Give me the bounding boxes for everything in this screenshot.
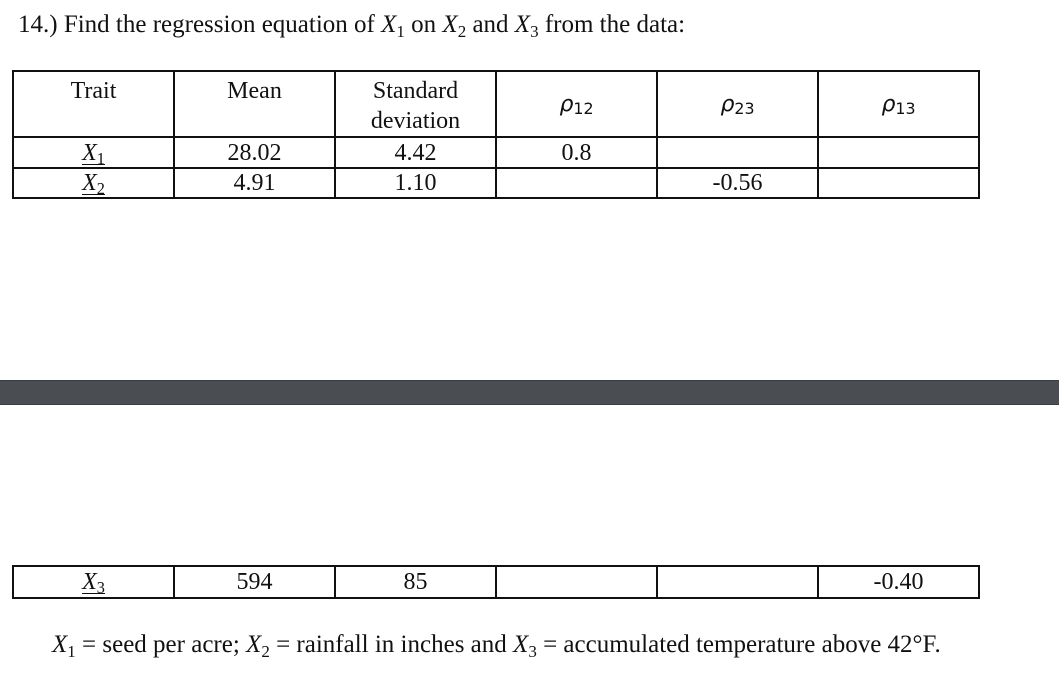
data-table-bottom: X3 594 85 -0.40: [12, 565, 980, 599]
question-suffix: from the data:: [544, 11, 686, 38]
variable-x3: X3: [514, 11, 539, 41]
legend-desc-x3: = accumulated temperature above 42°F.: [543, 631, 941, 658]
cell-rho13: [817, 167, 980, 199]
cell-rho13: -0.40: [817, 565, 980, 599]
cell-std: 4.42: [334, 136, 497, 169]
question-prefix: 14.) Find the regression equation of: [18, 11, 375, 38]
legend-x1: X1: [52, 631, 76, 661]
cell-mean: 4.91: [173, 167, 336, 199]
cell-rho12: [495, 565, 658, 599]
question-middle-and: and: [472, 11, 509, 38]
table-row: X1 28.02 4.42 0.8: [12, 136, 980, 169]
cell-trait: X3: [12, 565, 175, 599]
cell-rho12: 0.8: [495, 136, 658, 169]
question-middle-on: on: [411, 11, 437, 38]
header-rho12: ρ12: [495, 70, 658, 138]
cell-rho13: [817, 136, 980, 169]
variable-legend: X1 = seed per acre; X2 = rainfall in inc…: [52, 628, 941, 662]
header-rho13: ρ13: [817, 70, 980, 138]
header-rho23: ρ23: [656, 70, 819, 138]
legend-x2: X2: [246, 631, 270, 661]
header-trait: Trait: [12, 70, 175, 138]
legend-desc-x2: = rainfall in inches and: [276, 631, 507, 658]
variable-x2: X2: [442, 11, 467, 41]
cell-trait: X2: [12, 167, 175, 199]
question-text: 14.) Find the regression equation of X1 …: [18, 8, 685, 42]
legend-x3: X3: [513, 631, 537, 661]
table-row: X3 594 85 -0.40: [12, 565, 980, 599]
variable-x1: X1: [381, 11, 405, 41]
cell-std: 85: [334, 565, 497, 599]
table-header-row: Trait Mean Standard deviation ρ12 ρ23 ρ1…: [12, 70, 980, 138]
legend-desc-x1: = seed per acre;: [82, 631, 240, 658]
cell-rho23: -0.56: [656, 167, 819, 199]
cell-rho23: [656, 565, 819, 599]
cell-trait: X1: [12, 136, 175, 169]
header-mean: Mean: [173, 70, 336, 138]
cell-std: 1.10: [334, 167, 497, 199]
cell-mean: 28.02: [173, 136, 336, 169]
page-separator-bar: [0, 380, 1059, 405]
cell-mean: 594: [173, 565, 336, 599]
table-row: X2 4.91 1.10 -0.56: [12, 167, 980, 199]
cell-rho12: [495, 167, 658, 199]
cell-rho23: [656, 136, 819, 169]
data-table-top: Trait Mean Standard deviation ρ12 ρ23 ρ1…: [12, 70, 980, 199]
header-std: Standard deviation: [334, 70, 497, 138]
